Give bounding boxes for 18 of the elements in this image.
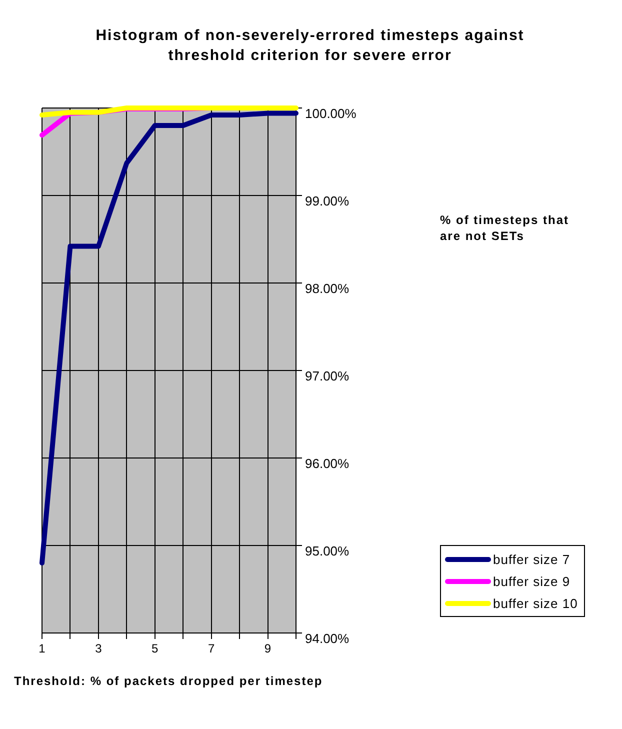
legend-label: buffer size 10 [493, 596, 578, 610]
x-axis-title: Threshold: % of packets dropped per timestep [14, 674, 323, 688]
y-tick-label: 97.00% [305, 368, 350, 384]
y-tick-label: 96.00% [305, 456, 350, 472]
legend-label: buffer size 9 [493, 574, 570, 588]
x-tick-label: 7 [208, 642, 215, 656]
x-tick-label: 1 [38, 642, 46, 656]
y-tick-label: 100.00% [305, 106, 357, 122]
x-tick-label: 3 [95, 642, 102, 656]
x-tick-label: 9 [264, 642, 272, 656]
legend-label: buffer size 7 [493, 552, 570, 566]
y-tick-label: 95.00% [305, 544, 350, 559]
x-tick-label: 5 [152, 642, 159, 656]
y-tick-label: 98.00% [305, 281, 350, 296]
chart-title: Histogram of non-severely-errored timesteps against threshold criterion for severe error [94, 26, 526, 66]
text: % of timesteps that are not SETs [440, 212, 570, 244]
y-tick-label: 99.00% [305, 194, 350, 209]
y-tick-label: 94.00% [305, 631, 350, 646]
